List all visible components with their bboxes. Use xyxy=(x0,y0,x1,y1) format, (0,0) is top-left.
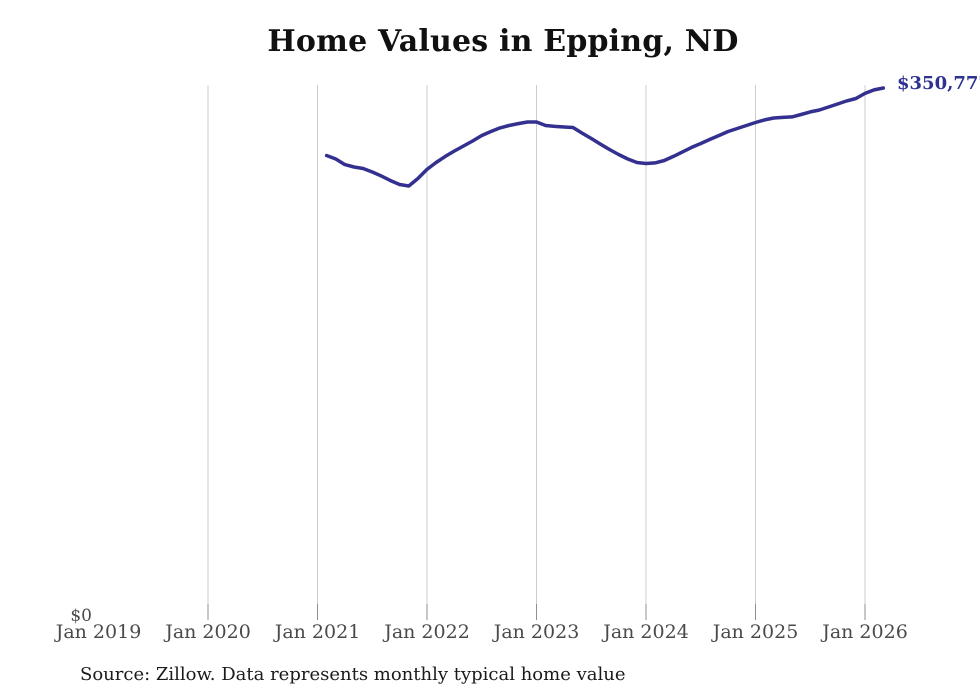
chart-title: Home Values in Epping, ND xyxy=(267,24,739,59)
x-axis-label: Jan 2020 xyxy=(165,621,251,643)
x-axis-label: Jan 2025 xyxy=(712,621,799,643)
value-line xyxy=(324,86,886,188)
end-value-label: $350,777 xyxy=(897,73,980,94)
x-axis-label: Jan 2021 xyxy=(274,621,361,643)
x-axis-label: Jan 2024 xyxy=(603,621,689,643)
x-axis-label: Jan 2019 xyxy=(55,621,142,643)
x-axis-label: Jan 2023 xyxy=(493,621,580,643)
y-axis-zero-label: $0 xyxy=(70,606,92,626)
x-axis-label: Jan 2026 xyxy=(822,621,908,643)
source-note: Source: Zillow. Data represents monthly … xyxy=(80,664,626,685)
x-axis-label: Jan 2022 xyxy=(384,621,470,643)
